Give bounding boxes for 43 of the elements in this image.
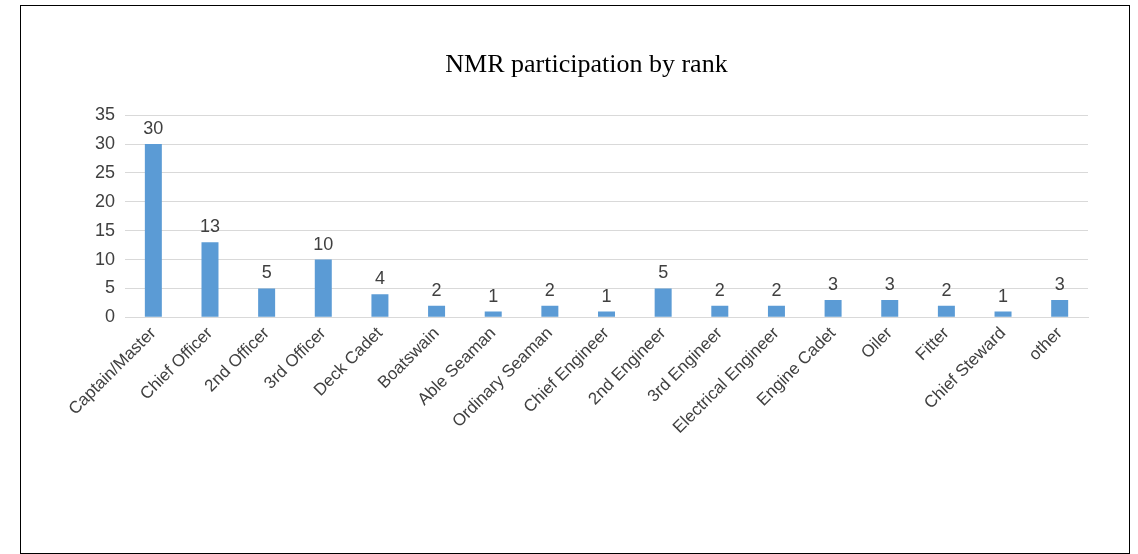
y-tick-label: 30 — [94, 133, 116, 154]
data-label: 5 — [658, 262, 669, 283]
bar — [484, 311, 502, 317]
chart-title: NMR participation by rank — [445, 49, 728, 79]
y-tick-label: 25 — [94, 161, 116, 182]
data-label: 5 — [261, 262, 272, 283]
bar — [541, 305, 559, 317]
bar — [201, 242, 219, 317]
data-label: 2 — [714, 279, 725, 300]
y-tick-label: 20 — [94, 190, 116, 211]
data-label: 2 — [771, 279, 782, 300]
bar — [1051, 300, 1069, 317]
y-tick-label: 5 — [105, 277, 116, 298]
y-tick-label: 35 — [94, 104, 116, 125]
data-label: 2 — [431, 279, 442, 300]
bar — [824, 300, 842, 317]
bar — [598, 311, 616, 317]
bar — [654, 288, 672, 317]
data-label: 1 — [998, 285, 1009, 306]
data-label: 10 — [313, 233, 334, 254]
data-label: 3 — [1054, 273, 1065, 294]
bar — [144, 144, 162, 317]
data-label: 1 — [601, 285, 612, 306]
y-tick-label: 15 — [94, 219, 116, 240]
bar — [371, 294, 389, 317]
data-label: 13 — [199, 216, 221, 237]
bar — [767, 305, 785, 317]
bar — [994, 311, 1012, 317]
data-label: 3 — [884, 273, 895, 294]
bar — [314, 259, 332, 317]
data-label: 30 — [143, 118, 164, 139]
data-label: 2 — [941, 279, 952, 300]
bar — [428, 305, 446, 317]
bar — [711, 305, 729, 317]
data-label: 1 — [488, 285, 499, 306]
data-label: 3 — [828, 273, 839, 294]
data-label: 4 — [374, 268, 385, 289]
bar — [937, 305, 955, 317]
y-tick-label: 10 — [94, 248, 116, 269]
y-tick-label: 0 — [105, 306, 116, 327]
bar — [881, 300, 899, 317]
data-label: 2 — [544, 279, 555, 300]
bar — [258, 288, 276, 317]
